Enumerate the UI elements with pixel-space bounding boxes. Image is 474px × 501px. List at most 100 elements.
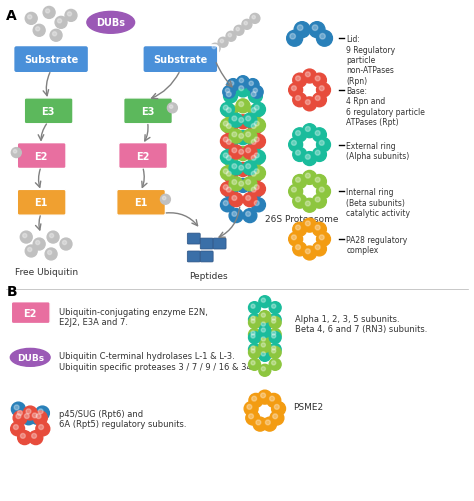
- Circle shape: [312, 195, 327, 209]
- Circle shape: [312, 175, 327, 189]
- Circle shape: [251, 319, 255, 324]
- Text: E1: E1: [134, 198, 147, 208]
- Circle shape: [220, 119, 235, 133]
- Circle shape: [248, 347, 261, 359]
- Circle shape: [315, 225, 320, 230]
- Circle shape: [248, 332, 261, 344]
- Circle shape: [50, 30, 62, 42]
- Circle shape: [223, 122, 228, 127]
- Circle shape: [60, 238, 72, 250]
- Circle shape: [228, 34, 231, 38]
- Circle shape: [220, 40, 224, 44]
- Circle shape: [293, 175, 307, 189]
- Circle shape: [36, 241, 40, 245]
- Circle shape: [227, 124, 231, 129]
- Text: Base:
4 Rpn and
6 regulatory particle
ATPases (Rpt): Base: 4 Rpn and 6 regulatory particle AT…: [346, 87, 425, 127]
- Circle shape: [227, 108, 231, 113]
- Circle shape: [296, 131, 301, 136]
- Circle shape: [248, 317, 261, 329]
- Text: E2: E2: [24, 308, 37, 318]
- Circle shape: [36, 28, 40, 32]
- Circle shape: [224, 122, 237, 135]
- Circle shape: [315, 77, 320, 82]
- FancyBboxPatch shape: [24, 99, 73, 124]
- Circle shape: [63, 241, 67, 245]
- Circle shape: [244, 23, 247, 26]
- Circle shape: [239, 118, 244, 123]
- Text: Substrate: Substrate: [153, 55, 208, 65]
- Circle shape: [293, 74, 307, 88]
- Circle shape: [224, 185, 237, 199]
- Circle shape: [248, 137, 263, 151]
- Circle shape: [252, 135, 265, 149]
- Circle shape: [259, 365, 271, 377]
- Circle shape: [273, 414, 278, 419]
- Circle shape: [254, 106, 259, 111]
- FancyBboxPatch shape: [13, 46, 89, 74]
- Text: E2: E2: [35, 151, 48, 161]
- Text: DUBs: DUBs: [96, 19, 125, 28]
- Circle shape: [243, 114, 257, 128]
- Circle shape: [225, 89, 230, 93]
- Circle shape: [224, 137, 237, 151]
- Circle shape: [251, 87, 263, 99]
- Circle shape: [248, 169, 263, 183]
- Circle shape: [29, 410, 44, 424]
- Circle shape: [269, 314, 281, 326]
- Circle shape: [293, 94, 307, 108]
- Circle shape: [22, 411, 36, 425]
- Circle shape: [251, 305, 255, 309]
- Circle shape: [319, 235, 324, 240]
- Circle shape: [246, 117, 251, 122]
- Text: E3: E3: [141, 107, 154, 117]
- Circle shape: [302, 152, 317, 166]
- Circle shape: [33, 238, 45, 250]
- Circle shape: [227, 93, 231, 97]
- Circle shape: [248, 106, 263, 120]
- Circle shape: [312, 242, 327, 257]
- Circle shape: [305, 221, 310, 226]
- Circle shape: [49, 234, 54, 238]
- Circle shape: [258, 390, 272, 404]
- Circle shape: [272, 402, 285, 416]
- Circle shape: [259, 326, 271, 338]
- Circle shape: [227, 156, 231, 161]
- Circle shape: [269, 344, 281, 356]
- Circle shape: [254, 185, 259, 190]
- Circle shape: [296, 197, 301, 202]
- Circle shape: [296, 245, 301, 250]
- Circle shape: [272, 361, 276, 365]
- Circle shape: [236, 100, 250, 114]
- Circle shape: [292, 141, 296, 146]
- Circle shape: [252, 151, 265, 165]
- Circle shape: [272, 305, 276, 309]
- Circle shape: [36, 422, 50, 436]
- Circle shape: [251, 140, 256, 145]
- Circle shape: [269, 302, 281, 314]
- Circle shape: [289, 84, 302, 98]
- Circle shape: [232, 164, 237, 169]
- Circle shape: [38, 409, 43, 414]
- Circle shape: [236, 131, 250, 145]
- Circle shape: [226, 32, 236, 42]
- Circle shape: [261, 343, 265, 347]
- Circle shape: [317, 138, 330, 152]
- Circle shape: [302, 124, 317, 138]
- Circle shape: [312, 26, 318, 32]
- Circle shape: [220, 182, 235, 196]
- Circle shape: [251, 172, 256, 177]
- Circle shape: [24, 414, 29, 419]
- Circle shape: [39, 425, 44, 430]
- Circle shape: [229, 82, 234, 86]
- Circle shape: [289, 185, 302, 199]
- Circle shape: [224, 106, 237, 120]
- Circle shape: [259, 320, 271, 332]
- Circle shape: [317, 31, 332, 47]
- Text: Peptides: Peptides: [189, 272, 228, 281]
- Circle shape: [33, 25, 45, 37]
- Circle shape: [269, 347, 281, 359]
- Circle shape: [243, 130, 257, 144]
- Circle shape: [239, 150, 244, 155]
- Circle shape: [253, 89, 257, 93]
- Circle shape: [289, 232, 302, 246]
